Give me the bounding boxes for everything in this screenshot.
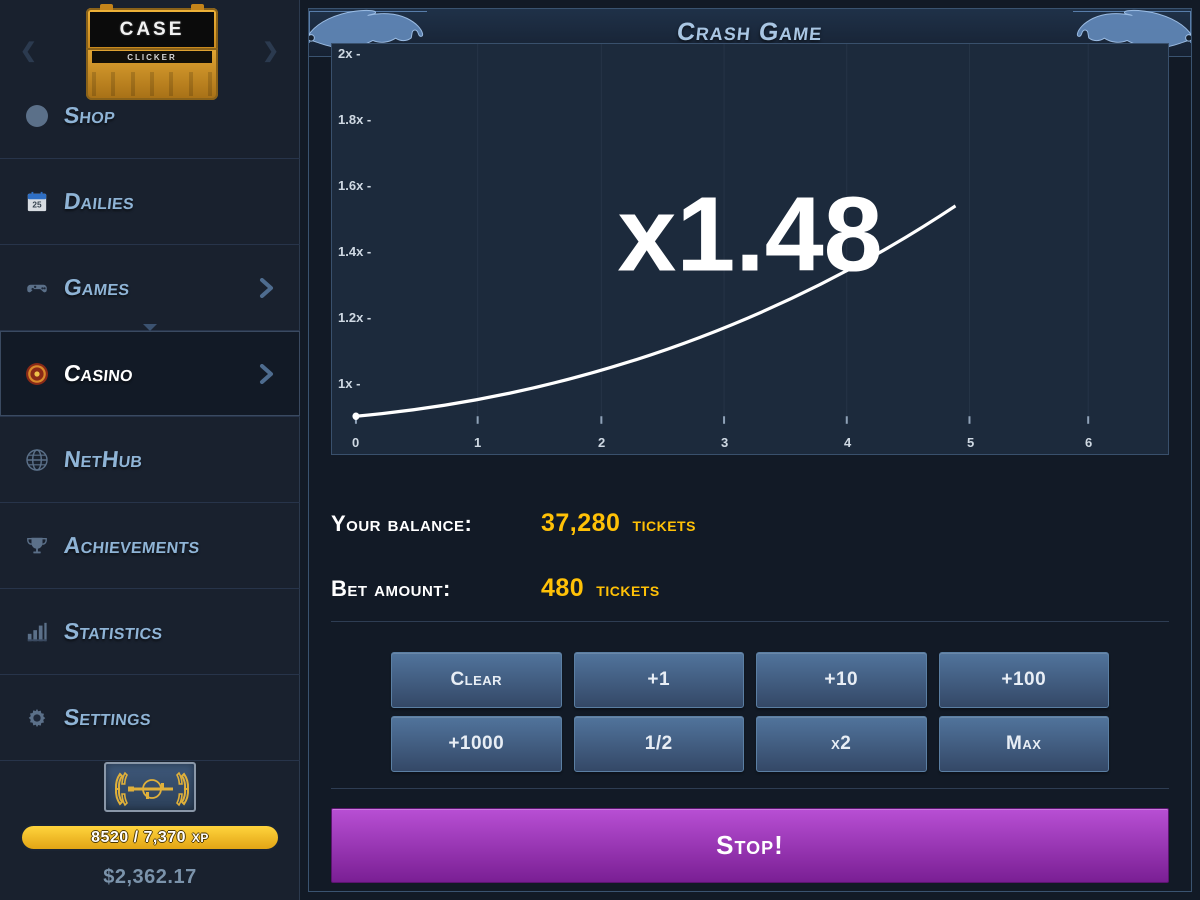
svg-text:25: 25 — [32, 200, 42, 209]
